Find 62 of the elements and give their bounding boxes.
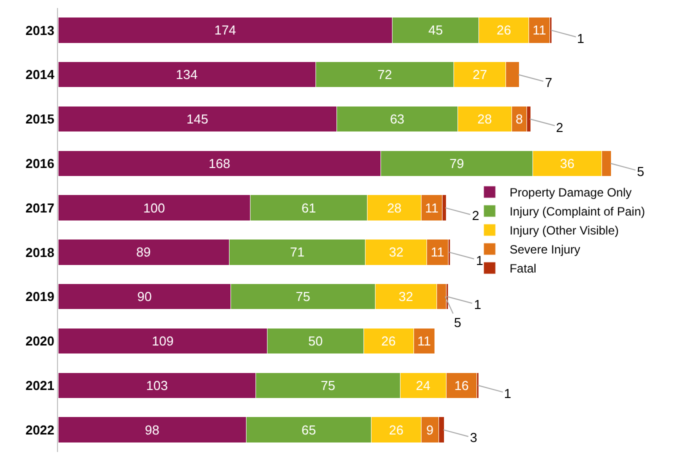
data-label: 8 [516, 112, 523, 126]
y-tick-label: 2019 [25, 289, 54, 304]
data-label: 50 [308, 334, 323, 348]
data-label: 5 [454, 315, 462, 330]
data-label: 24 [416, 378, 430, 393]
data-label: 16 [454, 378, 469, 393]
data-label: 79 [450, 156, 464, 171]
data-label: 7 [545, 75, 552, 90]
legend-label: Injury (Other Visible) [510, 224, 619, 238]
data-label: 26 [381, 334, 396, 348]
data-label: 61 [302, 200, 316, 216]
data-label: 3 [470, 430, 478, 445]
y-tick-label: 2020 [25, 334, 54, 349]
data-label: 1 [577, 31, 584, 46]
data-label: 71 [290, 244, 304, 260]
data-label: 32 [398, 289, 414, 304]
data-label: 32 [388, 244, 404, 260]
y-tick-label: 2015 [25, 112, 54, 127]
data-label: 72 [377, 67, 392, 82]
data-label: 1 [474, 297, 482, 312]
legend-label: Property Damage Only [510, 186, 632, 200]
y-tick-label: 2018 [25, 244, 54, 260]
y-tick-label: 2021 [25, 378, 54, 393]
legend-label: Injury (Complaint of Pain) [510, 204, 645, 219]
data-label: 1 [504, 386, 512, 401]
data-label: 168 [208, 156, 230, 171]
y-tick-label: 2013 [25, 22, 54, 38]
y-tick-label: 2017 [25, 200, 54, 216]
data-label: 109 [152, 334, 174, 348]
data-label: 65 [302, 422, 316, 438]
data-label: 11 [417, 334, 431, 348]
data-label: 9 [426, 422, 434, 438]
data-label: 28 [387, 200, 402, 216]
data-label: 103 [146, 378, 168, 393]
data-label: 174 [214, 22, 236, 38]
data-label: 100 [143, 200, 165, 216]
data-label: 63 [390, 112, 404, 126]
data-label: 11 [430, 244, 444, 260]
data-label: 2 [556, 120, 564, 135]
data-label: 89 [136, 244, 151, 260]
data-label: 11 [532, 22, 546, 38]
data-label: 5 [637, 164, 644, 179]
legend-label: Severe Injury [510, 242, 580, 257]
data-label: 145 [186, 112, 208, 126]
data-label: 26 [388, 422, 404, 438]
data-label: 27 [472, 67, 488, 82]
data-label: 36 [560, 156, 574, 171]
data-label: 2 [472, 208, 480, 223]
data-label: 26 [496, 22, 512, 38]
y-tick-label: 2022 [25, 422, 54, 438]
data-label: 11 [425, 200, 439, 216]
data-label: 1 [476, 253, 484, 268]
data-label: 98 [144, 422, 160, 438]
legend-label: Fatal [510, 262, 536, 276]
y-tick-label: 2014 [25, 67, 56, 82]
data-label: 90 [137, 289, 152, 304]
data-label: 75 [296, 289, 310, 304]
y-tick-label: 2016 [25, 156, 54, 171]
data-label: 134 [176, 67, 198, 82]
data-label: 28 [477, 112, 492, 126]
data-label: 45 [428, 22, 443, 38]
data-label: 75 [320, 378, 336, 393]
